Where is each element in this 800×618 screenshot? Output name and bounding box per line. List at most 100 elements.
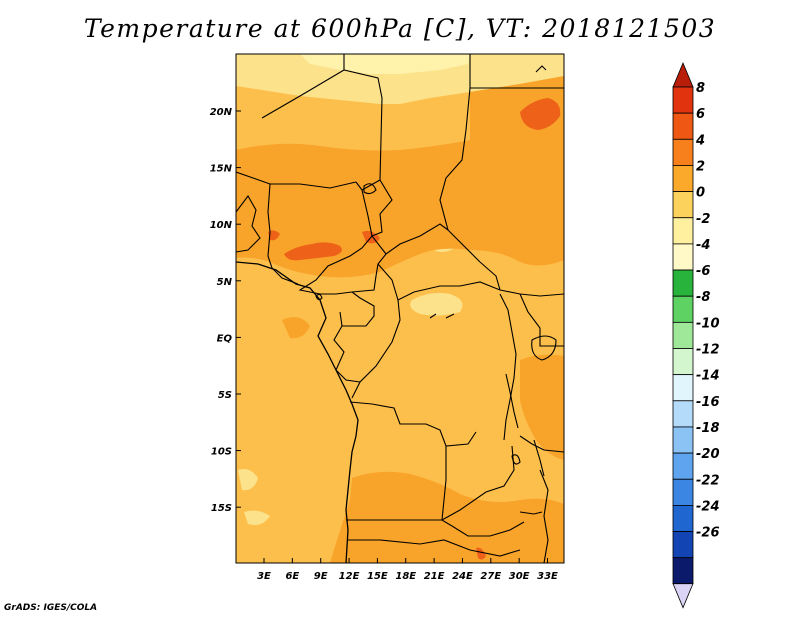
lon-label: 33E: [537, 571, 558, 582]
colorbar-top-arrow: [672, 61, 694, 88]
colorbar-label: 6: [696, 107, 705, 122]
colorbar-bottom-arrow: [672, 583, 694, 609]
colorbar-swatch: [672, 478, 694, 506]
colorbar-label: -10: [696, 316, 720, 331]
boundary-zambia: [441, 445, 515, 521]
colorbar-swatch: [672, 400, 694, 428]
field-hot-east: [520, 98, 561, 130]
field-cool-patch-3: [238, 469, 258, 491]
boundary-cameroon: [298, 189, 387, 295]
map-axes: 3E 6E 9E 12E 15E 18E 21E 24E 27E 30E 33E 20N 15N 10N 5…: [210, 107, 558, 582]
colorbar-label: 2: [696, 159, 705, 174]
field-cool-patch-4: [244, 510, 270, 525]
colorbar-swatch: [672, 165, 694, 192]
boundary-gabon-south: [333, 325, 361, 383]
colorbar-label: -26: [696, 526, 720, 541]
field-hot-nigeria-2: [268, 230, 280, 241]
boundary-east-lakes: [499, 293, 517, 441]
lon-label: 6E: [285, 571, 299, 582]
lake-small-2: [519, 511, 543, 515]
colorbar-label: -2: [696, 212, 710, 227]
lake-victoria: [531, 335, 557, 361]
boundary-congo-drc: [351, 299, 401, 399]
country-boundaries: [236, 54, 564, 563]
colorbar-swatch: [672, 531, 694, 559]
colorbar-swatch: [672, 374, 694, 402]
lat-label: 10S: [211, 447, 232, 458]
colorbar-label: -20: [696, 447, 720, 462]
lon-label: 18E: [395, 571, 416, 582]
lake-small-1: [511, 454, 521, 465]
colorbar-label: -14: [696, 369, 720, 384]
colorbar-swatch: [672, 86, 694, 114]
boundary-west-coast-states: [236, 195, 261, 253]
colorbar-swatch: [672, 112, 694, 140]
field-warm-east-edge: [520, 354, 564, 460]
lat-label: 5N: [217, 277, 233, 288]
lon-label: 30E: [509, 571, 530, 582]
colorbar-label: -18: [696, 421, 720, 436]
lon-label: 21E: [424, 571, 445, 582]
coastline-west-africa: [236, 261, 359, 563]
colorbar-swatch: [672, 217, 694, 245]
lat-label: 15N: [210, 164, 233, 175]
field-hot-nigeria-1: [284, 242, 342, 261]
colorbar-label: -4: [696, 238, 710, 253]
colorbar-swatch: [672, 295, 694, 323]
lon-label: 3E: [257, 571, 271, 582]
lat-label: 5S: [218, 390, 232, 401]
temperature-field: [236, 54, 564, 563]
field-cool-north: [236, 54, 564, 104]
lon-label: 24E: [452, 571, 473, 582]
island-bioko: [315, 293, 323, 301]
lon-label: 12E: [339, 571, 360, 582]
boundary-niger-nigeria: [236, 171, 357, 189]
colorbar-label: -24: [696, 499, 720, 514]
boundary-drc-angola: [349, 401, 477, 447]
boundary-southern-1: [451, 521, 525, 537]
field-warm-patch-central: [282, 317, 310, 339]
lake-chad: [363, 183, 377, 195]
boundary-southern-2: [348, 539, 521, 557]
colorbar-swatch: [672, 321, 694, 349]
lake-malawi: [533, 439, 545, 477]
colorbar-swatch: [672, 269, 694, 297]
colorbar: 8 6 4 2 0 -2 -4 -6 -8 -10 -12 -14 -16 -18 -20 -22 -24 -26: [672, 61, 720, 609]
boundary-nigeria-benin: [267, 183, 299, 285]
colorbar-label: -6: [696, 264, 710, 279]
lon-label: 9E: [314, 571, 328, 582]
boundary-car-drc: [377, 263, 564, 301]
colorbar-swatch: [672, 138, 694, 166]
lat-label: 10N: [210, 220, 233, 231]
lake-small-3: [429, 313, 455, 319]
field-hot-south: [476, 547, 486, 560]
credit-label: GrADS: IGES/COLA: [4, 603, 98, 613]
colorbar-swatch: [672, 504, 694, 532]
boundary-chad-sudan: [439, 87, 481, 263]
lake-tanganyika: [505, 373, 519, 429]
colorbar-swatch: [672, 426, 694, 454]
colorbar-swatch-last: [672, 557, 694, 585]
coast-red-sea: [535, 65, 547, 73]
colorbar-label: -22: [696, 473, 720, 488]
boundary-mozambique: [539, 469, 549, 563]
lat-label: 20N: [210, 107, 233, 118]
field-coolest-north: [300, 54, 470, 74]
colorbar-label: 8: [696, 81, 705, 96]
boundary-sahara-north: [261, 69, 383, 191]
lon-label: 15E: [367, 571, 388, 582]
lon-label: 27E: [480, 571, 501, 582]
lat-label: 15S: [211, 503, 232, 514]
colorbar-swatch: [672, 191, 694, 219]
field-cool-patch-1: [410, 292, 463, 316]
colorbar-label: -8: [696, 290, 710, 305]
chart-title: Temperature at 600hPa [C], VT: 201812150…: [83, 14, 717, 43]
colorbar-label: 4: [695, 133, 705, 148]
colorbar-label: -16: [696, 395, 720, 410]
colorbar-label: -12: [696, 343, 720, 358]
boundary-chad-central: [371, 179, 449, 255]
boundary-east-africa: [519, 293, 564, 347]
boundary-sudan-south: [479, 261, 501, 291]
boundary-angola-east: [441, 446, 447, 521]
